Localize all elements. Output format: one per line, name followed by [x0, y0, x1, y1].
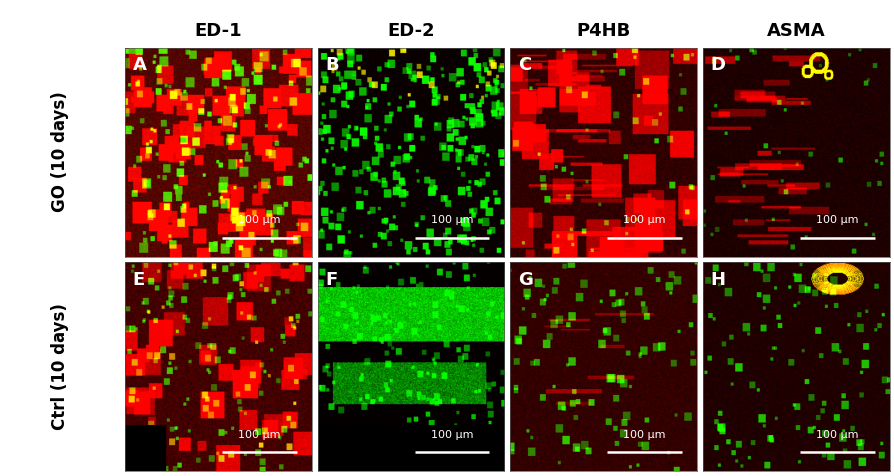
Text: ASMA: ASMA — [767, 22, 826, 40]
Text: H: H — [711, 271, 726, 288]
Text: F: F — [325, 271, 338, 288]
Text: G: G — [518, 271, 533, 288]
Text: B: B — [325, 56, 339, 74]
Text: ED-2: ED-2 — [387, 22, 434, 40]
Text: 100 µm: 100 µm — [816, 430, 858, 440]
Text: 100 µm: 100 µm — [623, 215, 666, 225]
Text: GO (10 days): GO (10 days) — [51, 92, 69, 212]
Text: ED-1: ED-1 — [195, 22, 242, 40]
Text: E: E — [132, 271, 145, 288]
Text: C: C — [518, 56, 531, 74]
Text: 100 µm: 100 µm — [431, 430, 473, 440]
Text: Ctrl (10 days): Ctrl (10 days) — [51, 303, 69, 430]
Text: 100 µm: 100 µm — [816, 215, 858, 225]
Text: 100 µm: 100 µm — [431, 215, 473, 225]
Text: P4HB: P4HB — [577, 22, 631, 40]
Text: D: D — [711, 56, 726, 74]
Text: 100 µm: 100 µm — [238, 215, 281, 225]
Text: 100 µm: 100 µm — [238, 430, 281, 440]
Text: A: A — [132, 56, 147, 74]
Text: 100 µm: 100 µm — [623, 430, 666, 440]
